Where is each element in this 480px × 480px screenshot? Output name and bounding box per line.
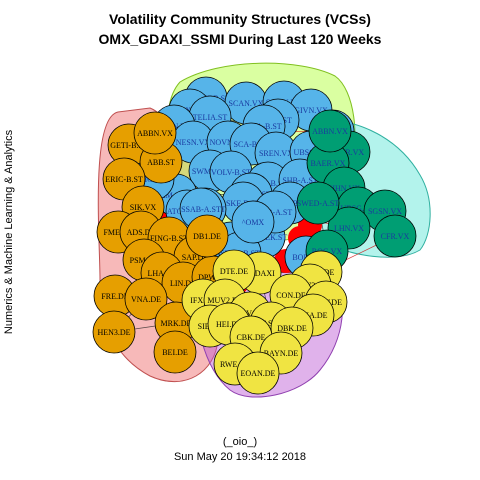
graph-node-circle (124, 277, 168, 321)
graph-node-label: ABBN.VX (312, 127, 348, 136)
graph-node-label: DB1.DE (193, 232, 221, 241)
graph-node: ABBN.VX (308, 109, 352, 153)
graph-node-label: ^GDAXI (245, 269, 275, 278)
graph-node-label: FING-B.ST (150, 234, 188, 243)
graph-node-label: BAYN.DE (264, 349, 299, 358)
graph-node-label: GIVN.VX (294, 106, 328, 115)
graph-node-circle (133, 111, 177, 155)
graph-node: DB1.DE (185, 214, 229, 258)
graph-node-circle (308, 109, 352, 153)
graph-node-label: UHR.VX (334, 148, 365, 157)
graph-node-label: SCA-B.ST (234, 140, 269, 149)
graph-node-label: ALV.DE (236, 309, 263, 318)
graph-node: SWED-A.ST (296, 181, 340, 225)
chart-title-line1: Volatility Community Structures (VCSs) (109, 11, 371, 27)
graph-node-label: MUV2.DE (207, 296, 242, 305)
graph-node-label: TKA.DE (298, 311, 327, 320)
graph-node-label: FRE.DE (101, 292, 128, 301)
graph-node-label: SAP.DE (182, 253, 209, 262)
graph-node-circle (92, 310, 136, 354)
graph-node: BEI.DE (153, 330, 197, 374)
graph-node-label: LHN.VX (334, 224, 364, 233)
graph-node-label: BEI.DE (162, 348, 188, 357)
graph-node-label: ERIC-B.ST (105, 175, 143, 184)
graph-node-label: ABB.ST (147, 158, 175, 167)
graph-node: ^OMX (231, 200, 275, 244)
footer-signature: (_oio_) (222, 436, 258, 448)
graph-node-label: PSM.DE (130, 256, 159, 265)
graph-node-label: HEN3.DE (97, 328, 130, 337)
graph-node-label: FME.DE (103, 228, 132, 237)
nodes: ALIV-SDB.STSCAN.VXSCMN.VXGIVN.VXELUX-B.S… (92, 76, 417, 395)
graph-node-label: DPW.DE (198, 273, 228, 282)
graph-node-label: CFR.VX (381, 232, 410, 241)
graph-node-label: UBSG.VX (341, 204, 376, 213)
graph-node-label: SHB-A.ST (282, 176, 317, 185)
graph-node-label: SIHN.VX (328, 184, 360, 193)
graph-node-label: ABBN.VX (137, 129, 173, 138)
chart-title-line2: OMX_GDAXI_SSMI During Last 120 Weeks (98, 31, 382, 47)
footer-timestamp: Sun May 20 19:34:12 2018 (173, 451, 307, 463)
graph-node: CFR.VX (373, 214, 417, 258)
graph-node-label: SIK.VX (130, 203, 157, 212)
graph-node-label: RWE.DE (220, 360, 250, 369)
graph-node-circle (296, 181, 340, 225)
graph-node-circle (185, 214, 229, 258)
graph-node: VNA.DE (124, 277, 168, 321)
graph-node-label: NOVN.VX (210, 138, 247, 147)
graph-node-label: SCAN.VX (229, 99, 264, 108)
graph-node-label: SWED-A.ST (297, 199, 340, 208)
graph-node-label: SKA-B.ST (246, 122, 281, 131)
graph-node-label: BAS.DE (257, 319, 285, 328)
graph-node-circle (231, 200, 275, 244)
graph-node-label: VOLV-B.ST (211, 168, 251, 177)
graph-node-label: SSAB-A.ST (181, 205, 221, 214)
graph-node-label: LHA.DE (147, 269, 176, 278)
graph-node-label: HEI.DE (216, 320, 242, 329)
graph-node-circle (373, 214, 417, 258)
graph-node-label: DBK.DE (277, 324, 307, 333)
graph-node-label: BAER.VX (311, 159, 346, 168)
graph-node-circle (153, 330, 197, 374)
graph-node: ABBN.VX (133, 111, 177, 155)
graph-node-label: SREN.VX (259, 149, 293, 158)
graph-node-label: SEB-A.ST (258, 208, 293, 217)
graph-node-label: VNA.DE (131, 295, 161, 304)
graph-node-label: ^OMX (242, 218, 265, 227)
graph-node-label: LIN.DE (170, 279, 196, 288)
graph-node-label: CON.DE (276, 291, 306, 300)
graph-node-label: NESN.VX (176, 138, 211, 147)
graph-node-label: ADS.DE (127, 228, 156, 237)
graph-node-circle (236, 351, 280, 395)
graph-node-label: SGSN.VX (368, 207, 402, 216)
graph-node: HEN3.DE (92, 310, 136, 354)
graph-node-label: TELIA.ST (193, 113, 228, 122)
graph-node-label: EOAN.DE (241, 369, 276, 378)
graph-node: EOAN.DE (236, 351, 280, 395)
graph-node-label: CBK.DE (236, 333, 265, 342)
graph-node-label: DTE.DE (220, 267, 248, 276)
graph-node-label: GETI-B.ST (110, 141, 148, 150)
graph-node-label: MRK.DE (161, 319, 192, 328)
graph-node-label: IFX.DE (190, 296, 216, 305)
